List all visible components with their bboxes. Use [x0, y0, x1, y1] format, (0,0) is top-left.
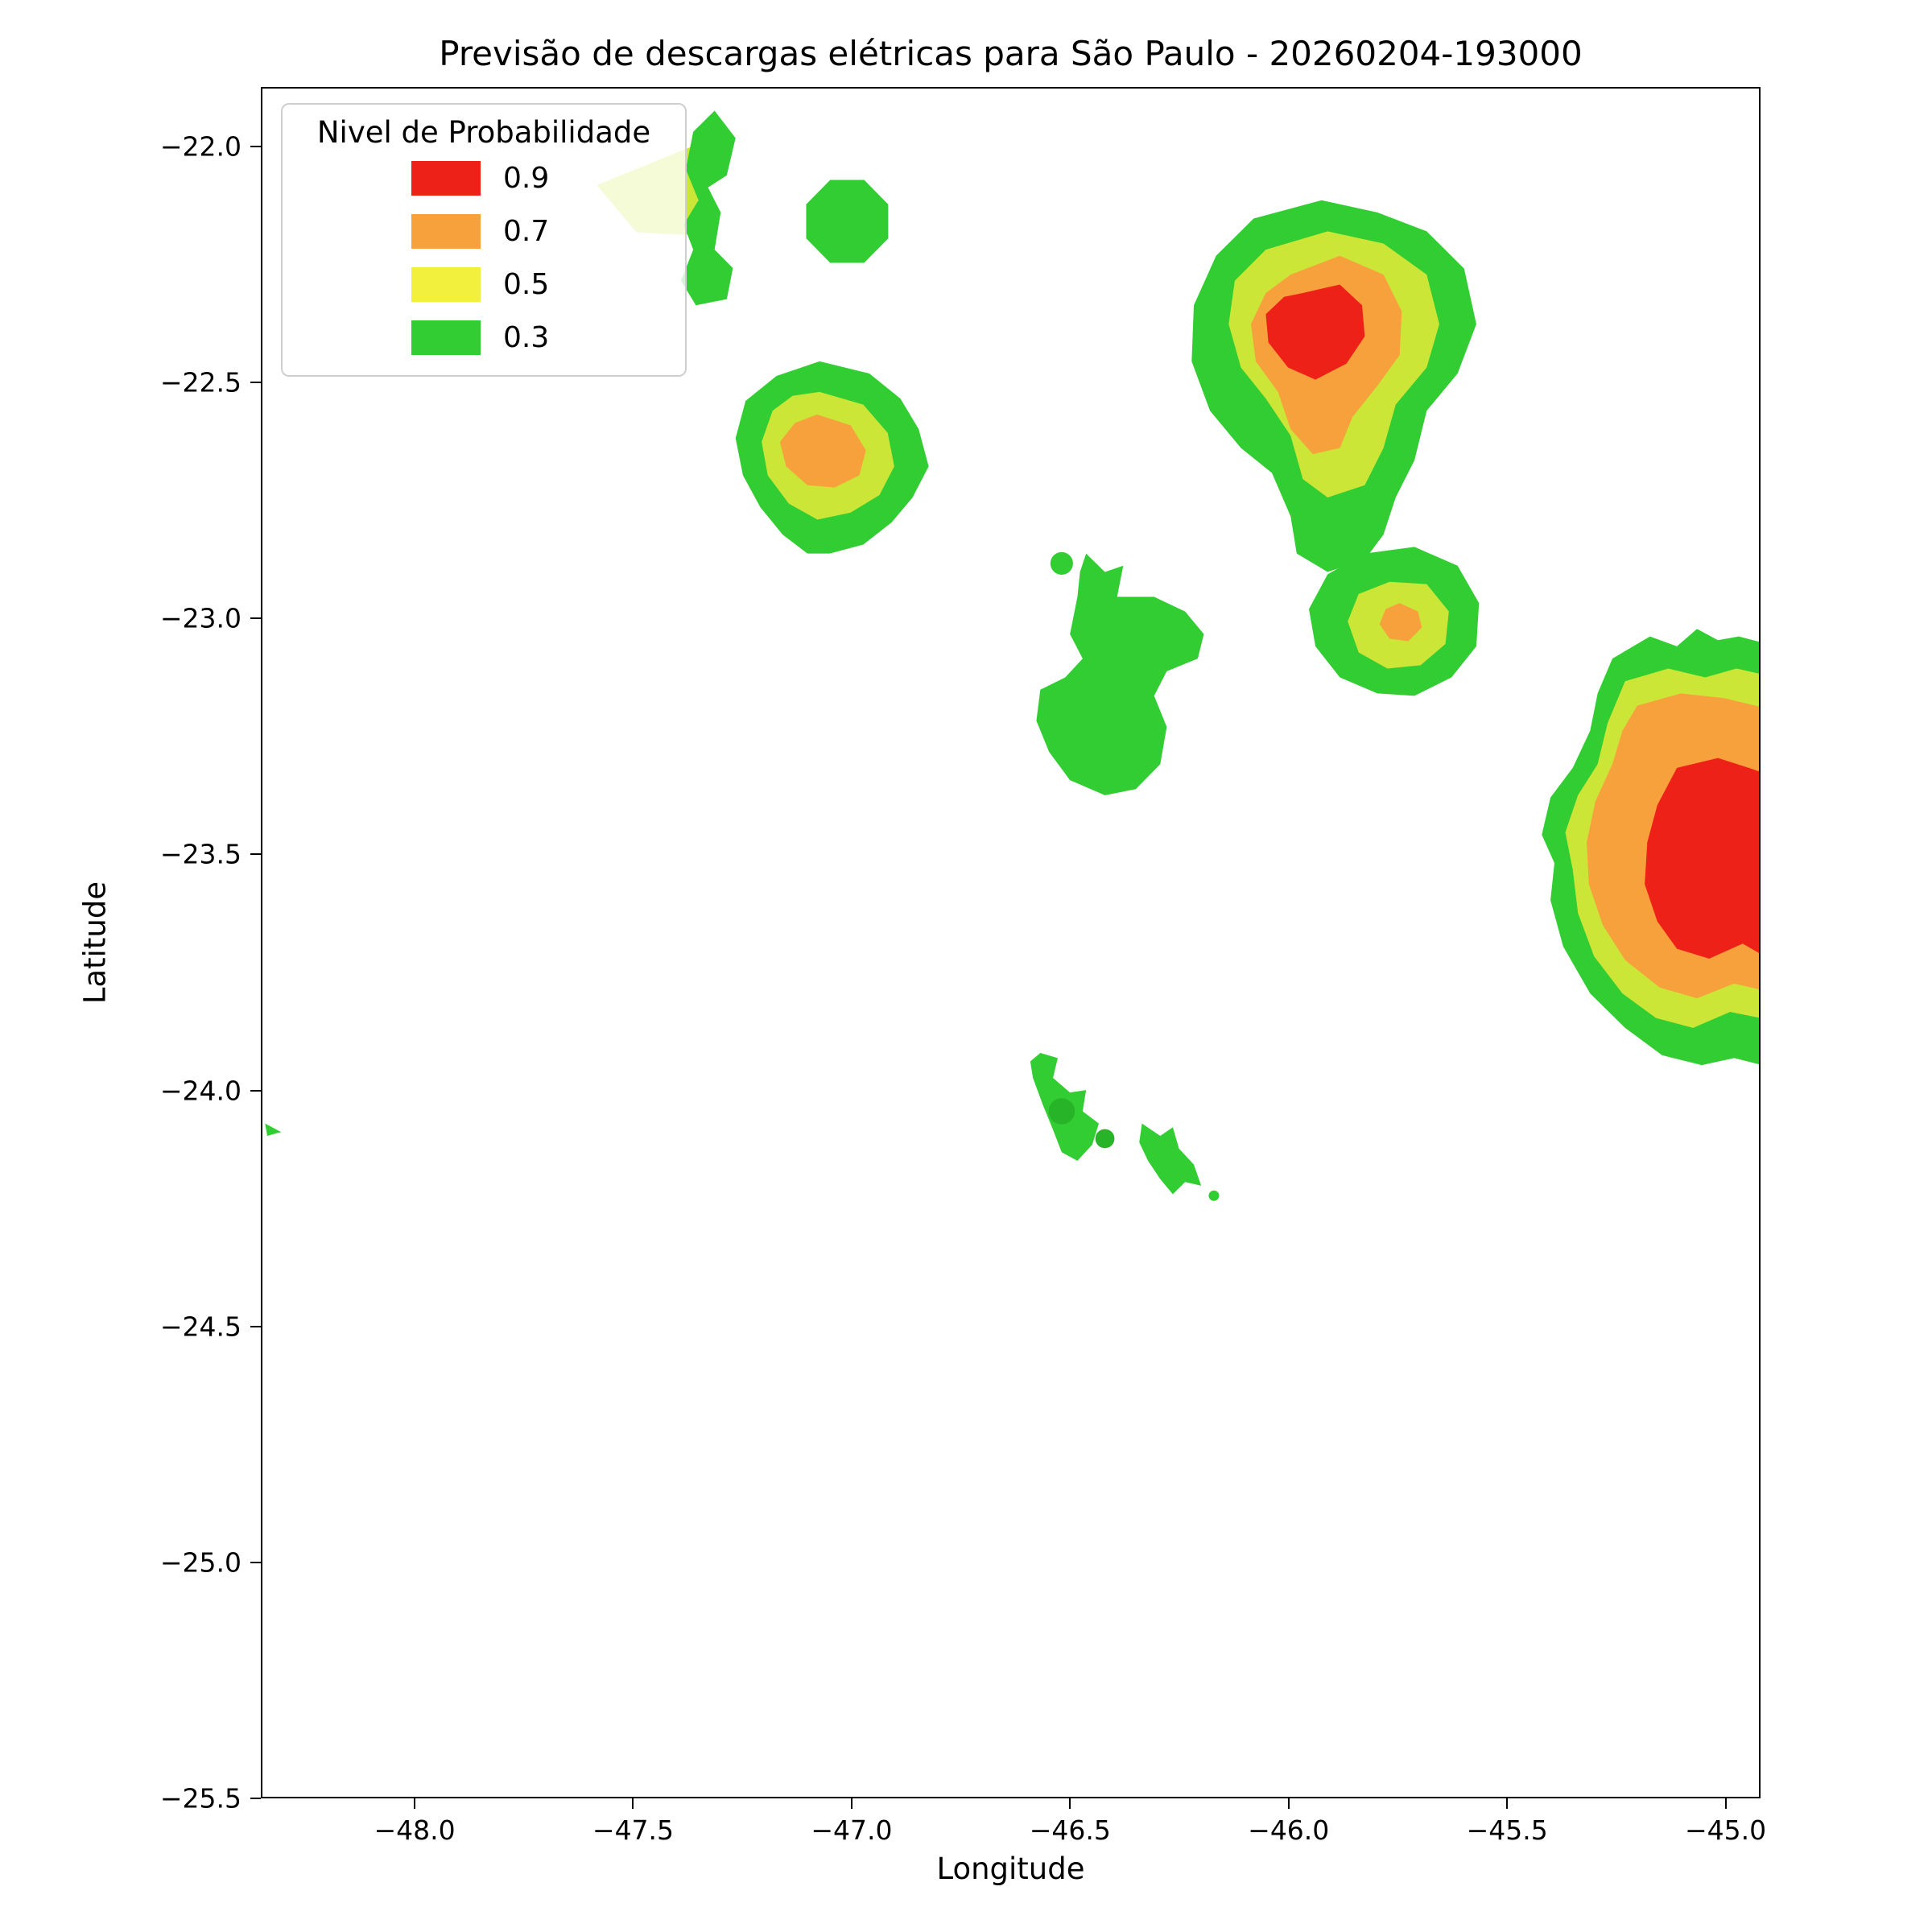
green-dot-south-1 — [1048, 1098, 1075, 1125]
x-tick-label: −47.0 — [811, 1814, 893, 1846]
x-tick-mark — [1287, 1798, 1290, 1809]
green-dot-central — [1050, 551, 1073, 575]
y-tick-label: −22.0 — [159, 130, 242, 163]
legend-swatch-0.7 — [411, 213, 481, 249]
contour-region-central-green-blob — [1036, 553, 1204, 795]
x-tick-mark — [1724, 1798, 1727, 1809]
y-tick-label: −23.0 — [159, 602, 242, 634]
chart-title: Previsão de descargas elétricas para São… — [439, 34, 1583, 73]
contour-region-south-green-east — [1139, 1123, 1202, 1195]
legend: Nivel de Probabilidade 0.9 0.7 0.5 0.3 — [281, 103, 687, 377]
y-tick-mark — [250, 382, 261, 384]
contour-region-northeast-small-core — [1379, 603, 1422, 642]
y-tick-mark — [250, 145, 261, 147]
x-tick-label: −45.5 — [1466, 1814, 1548, 1846]
y-tick-label: −23.5 — [159, 838, 242, 870]
y-tick-label: −25.0 — [159, 1546, 242, 1579]
contour-layer — [265, 110, 1759, 1201]
legend-label: 0.3 — [503, 320, 550, 354]
x-axis-label: Longitude — [936, 1852, 1085, 1886]
contour-region-west-edge-sliver — [265, 1123, 282, 1136]
y-axis-label: Latitude — [77, 881, 113, 1005]
y-tick-mark — [250, 1798, 261, 1799]
legend-entry-0.7: 0.7 — [283, 204, 685, 258]
plot-area: Nivel de Probabilidade 0.9 0.7 0.5 0.3 — [261, 87, 1761, 1798]
x-tick-label: −46.0 — [1248, 1814, 1330, 1846]
legend-title: Nivel de Probabilidade — [316, 115, 651, 150]
x-tick-mark — [1069, 1798, 1071, 1809]
contour-region-east-blob-peak — [1645, 758, 1759, 959]
y-tick-label: −24.5 — [159, 1311, 242, 1343]
green-dot-south-2 — [1095, 1129, 1115, 1149]
legend-swatch-0.3 — [411, 320, 481, 355]
legend-swatch-0.9 — [411, 160, 481, 196]
y-tick-mark — [250, 617, 261, 620]
contour-region-north-blob-peak — [1265, 284, 1365, 380]
legend-label: 0.5 — [503, 267, 550, 301]
legend-entry-0.5: 0.5 — [283, 258, 685, 311]
contour-region-north-small-octagon — [806, 180, 889, 263]
x-tick-mark — [850, 1798, 852, 1809]
legend-entry-0.9: 0.9 — [283, 151, 685, 204]
y-tick-label: −22.5 — [159, 366, 242, 398]
y-tick-mark — [250, 1325, 261, 1327]
y-tick-mark — [250, 853, 261, 856]
x-tick-mark — [632, 1798, 634, 1809]
x-tick-label: −48.0 — [374, 1814, 456, 1846]
x-tick-label: −46.5 — [1029, 1814, 1111, 1846]
green-dot-south-3 — [1208, 1190, 1220, 1201]
x-tick-mark — [414, 1798, 416, 1809]
contour-region-nw-green-strip — [680, 110, 736, 306]
y-tick-label: −25.5 — [159, 1782, 242, 1814]
legend-entry-0.3: 0.3 — [283, 311, 685, 364]
y-tick-mark — [250, 1561, 261, 1563]
legend-swatch-0.5 — [411, 266, 481, 302]
contour-region-west-blob-core — [779, 414, 866, 488]
x-tick-label: −47.5 — [592, 1814, 675, 1846]
legend-label: 0.9 — [503, 161, 550, 195]
y-tick-label: −24.0 — [159, 1075, 242, 1107]
legend-entries: 0.9 0.7 0.5 0.3 — [283, 151, 685, 364]
y-tick-mark — [250, 1089, 261, 1092]
legend-label: 0.7 — [503, 214, 550, 248]
x-tick-label: −45.0 — [1684, 1814, 1767, 1846]
x-tick-mark — [1506, 1798, 1509, 1809]
